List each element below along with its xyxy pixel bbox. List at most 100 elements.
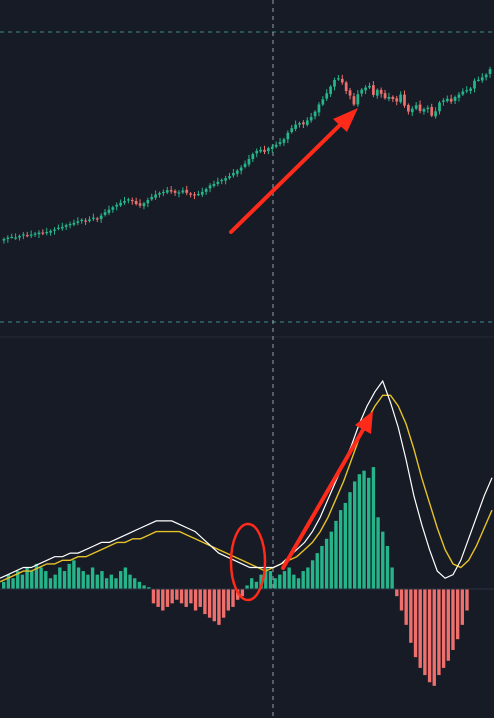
candle-body xyxy=(438,102,441,112)
macd-histogram-bar xyxy=(48,578,53,589)
candle-body xyxy=(103,212,107,215)
macd-histogram-bar xyxy=(161,589,165,611)
macd-histogram-bar xyxy=(353,481,357,589)
macd-histogram-bar xyxy=(86,574,90,589)
macd-histogram-bar xyxy=(432,589,436,686)
macd-histogram-bar xyxy=(30,571,34,589)
macd-histogram-bar xyxy=(324,538,329,589)
macd-histogram-bar xyxy=(451,589,455,650)
candle-body xyxy=(488,69,492,74)
macd-histogram-bar xyxy=(404,589,408,625)
macd-histogram-bar xyxy=(310,560,315,589)
candle-body xyxy=(18,235,21,238)
macd-histogram-bar xyxy=(119,571,123,589)
candle-body xyxy=(278,142,282,145)
macd-histogram-bar xyxy=(72,560,76,589)
candle-body xyxy=(64,225,68,227)
macd-histogram-bar xyxy=(114,578,118,589)
candle-body xyxy=(267,148,270,152)
crossover-circle-annotation xyxy=(229,522,267,602)
candle-body xyxy=(263,149,266,152)
candle-body xyxy=(247,159,251,165)
macd-histogram-bar xyxy=(123,567,128,589)
candle-body xyxy=(127,199,130,201)
candle-body xyxy=(375,89,379,96)
candle-body xyxy=(286,132,290,140)
candle-body xyxy=(344,82,348,91)
macd-histogram-bar xyxy=(231,589,235,607)
candle-body xyxy=(107,209,111,213)
candle-body xyxy=(134,201,138,205)
macd-histogram-bar xyxy=(460,589,465,625)
macd-histogram-bar xyxy=(301,571,305,589)
candle-body xyxy=(95,218,99,220)
candle-body xyxy=(138,203,142,206)
macd-histogram-bar xyxy=(427,589,432,683)
candle-body xyxy=(290,128,294,133)
candle-body xyxy=(130,199,134,202)
candle-body xyxy=(239,167,243,171)
candle-body xyxy=(461,91,465,95)
candle-body xyxy=(379,89,383,94)
price-arrow-annotation xyxy=(229,119,346,234)
candle-body xyxy=(88,219,91,222)
macd-histogram-bar xyxy=(343,502,348,589)
candle-body xyxy=(274,144,278,147)
candle-body xyxy=(212,183,216,187)
price-arrow-head xyxy=(333,108,358,132)
macd-histogram-bar xyxy=(193,589,198,611)
candle-body xyxy=(84,220,87,222)
candle-body xyxy=(150,197,154,200)
candle-body xyxy=(298,123,301,125)
macd-histogram-bar xyxy=(104,578,109,589)
candle-body xyxy=(309,117,313,121)
macd-histogram-bar xyxy=(259,574,263,589)
candle-body xyxy=(189,193,192,195)
candle-body xyxy=(181,190,185,193)
candle-body xyxy=(158,193,161,195)
macd-histogram-bar xyxy=(11,578,15,589)
macd-histogram-bar xyxy=(278,574,282,589)
macd-histogram-bar xyxy=(6,574,11,589)
candle-body xyxy=(224,178,227,181)
macd-histogram-bar xyxy=(165,589,170,607)
candle-body xyxy=(123,201,126,203)
macd-line xyxy=(0,379,493,579)
candle-body xyxy=(173,190,177,193)
candle-body xyxy=(294,124,297,129)
macd-histogram-bar xyxy=(292,574,296,589)
macd-histogram-bar xyxy=(58,567,62,589)
candle-body xyxy=(22,234,25,236)
macd-histogram-bar xyxy=(455,589,460,640)
macd-histogram-bar xyxy=(273,578,277,589)
macd-histogram-bar xyxy=(465,589,469,611)
candle-body xyxy=(204,189,208,192)
candle-body xyxy=(220,179,224,182)
candle-body xyxy=(165,190,169,193)
candle-body xyxy=(185,189,189,193)
candle-body xyxy=(57,227,60,229)
macd-histogram-bar xyxy=(385,545,390,589)
macd-histogram-bar xyxy=(381,531,385,589)
macd-histogram-bar xyxy=(395,589,399,597)
macd-histogram-bar xyxy=(264,567,268,589)
candle-body xyxy=(72,222,76,225)
macd-histogram-bar xyxy=(306,567,310,589)
macd-histogram-bar xyxy=(217,589,221,625)
candle-body xyxy=(14,237,17,239)
candle-body xyxy=(197,193,200,196)
candle-body xyxy=(407,104,410,112)
macd-histogram-bar xyxy=(376,517,380,589)
macd-histogram-bar xyxy=(81,571,85,589)
candle-body xyxy=(45,231,49,234)
macd-histogram-bar xyxy=(245,585,249,589)
candle-body xyxy=(445,98,449,102)
macd-histogram-bar xyxy=(315,553,319,589)
candle-body xyxy=(480,77,484,81)
macd-histogram-bar xyxy=(53,574,57,589)
macd-histogram-bar xyxy=(151,589,156,604)
candle-body xyxy=(235,170,239,174)
candle-body xyxy=(6,237,10,239)
macd-histogram-bar xyxy=(170,589,174,604)
candle-body xyxy=(154,194,157,198)
